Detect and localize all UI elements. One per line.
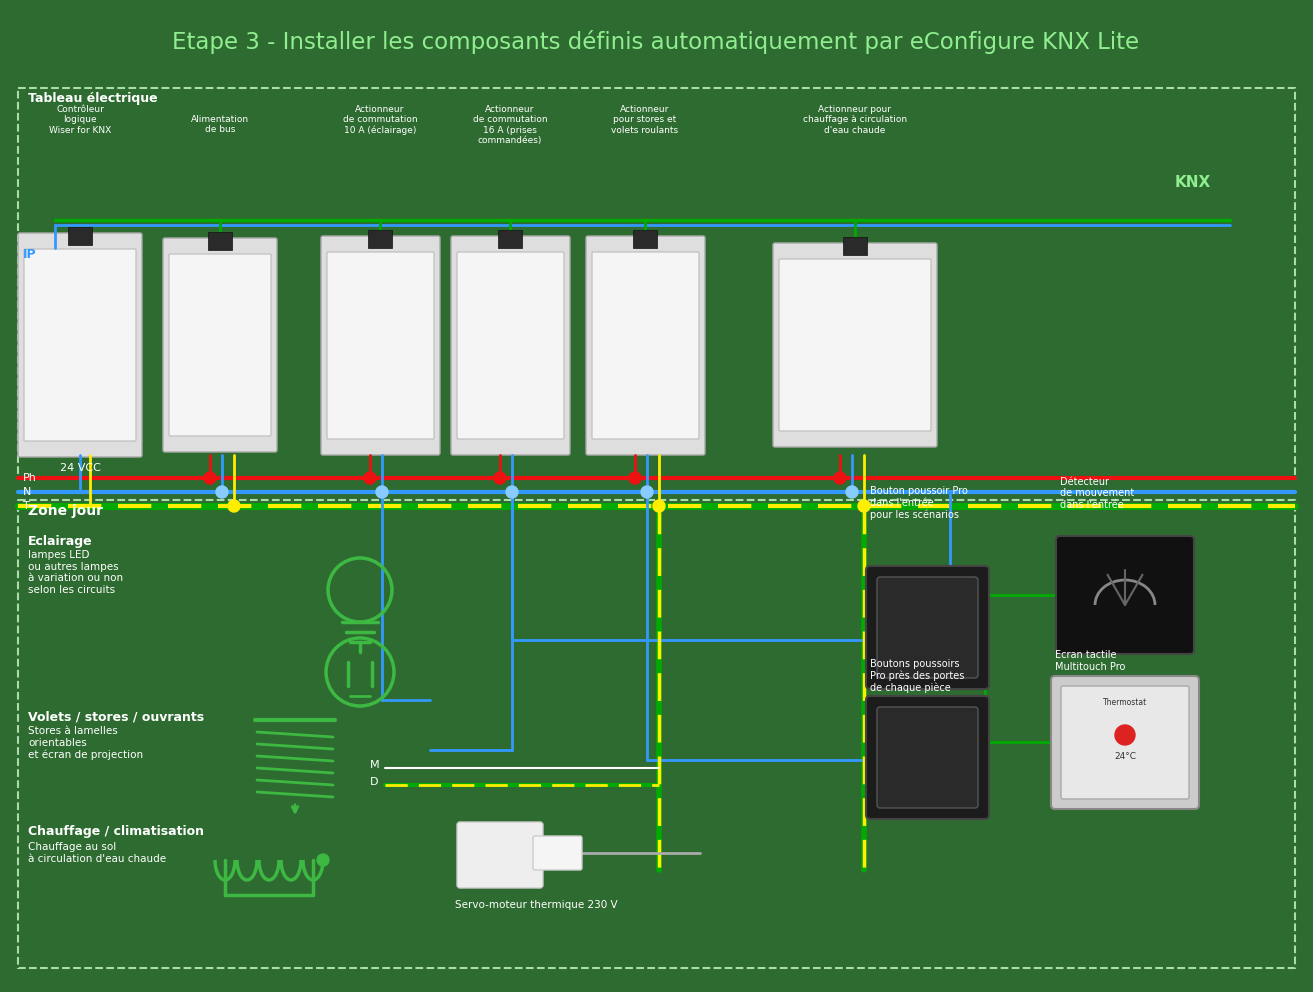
Text: Tableau électrique: Tableau électrique <box>28 92 158 105</box>
Circle shape <box>494 472 506 484</box>
Text: Ph: Ph <box>24 473 37 483</box>
FancyBboxPatch shape <box>320 236 440 455</box>
Text: Contrôleur
logique
Wiser for KNX: Contrôleur logique Wiser for KNX <box>49 105 112 135</box>
FancyBboxPatch shape <box>533 836 582 870</box>
Bar <box>633 230 656 248</box>
Text: IP: IP <box>24 248 37 261</box>
FancyBboxPatch shape <box>450 236 570 455</box>
FancyBboxPatch shape <box>163 238 277 452</box>
Text: Ecran tactile
Multitouch Pro: Ecran tactile Multitouch Pro <box>1056 651 1125 672</box>
Text: Alimentation
de bus: Alimentation de bus <box>190 115 249 134</box>
FancyBboxPatch shape <box>586 236 705 455</box>
FancyBboxPatch shape <box>867 696 989 819</box>
Bar <box>498 230 523 248</box>
Circle shape <box>376 486 389 498</box>
Circle shape <box>641 486 653 498</box>
Bar <box>368 230 393 248</box>
Text: Eclairage: Eclairage <box>28 535 93 548</box>
FancyBboxPatch shape <box>1056 536 1194 654</box>
Text: T: T <box>24 501 30 511</box>
Text: 24°C: 24°C <box>1113 752 1136 761</box>
FancyBboxPatch shape <box>1050 676 1199 809</box>
FancyBboxPatch shape <box>867 566 989 689</box>
Bar <box>68 227 92 245</box>
FancyBboxPatch shape <box>327 252 435 439</box>
Circle shape <box>653 500 664 512</box>
Bar <box>207 232 232 250</box>
Text: lampes LED
ou autres lampes
à variation ou non
selon les circuits: lampes LED ou autres lampes à variation … <box>28 550 123 595</box>
Circle shape <box>228 500 240 512</box>
Text: N: N <box>24 487 32 497</box>
Text: Chauffage / climatisation: Chauffage / climatisation <box>28 825 204 838</box>
Text: KNX: KNX <box>1175 175 1212 190</box>
Text: 24 VCC: 24 VCC <box>59 463 100 473</box>
Circle shape <box>364 472 376 484</box>
FancyBboxPatch shape <box>18 233 142 457</box>
Text: Actionneur
pour stores et
volets roulants: Actionneur pour stores et volets roulant… <box>612 105 679 135</box>
Circle shape <box>204 472 217 484</box>
Circle shape <box>846 486 857 498</box>
Text: Actionneur
de commutation
10 A (éclairage): Actionneur de commutation 10 A (éclairag… <box>343 105 418 135</box>
Circle shape <box>217 486 228 498</box>
Text: Actionneur pour
chauffage à circulation
d'eau chaude: Actionneur pour chauffage à circulation … <box>804 105 907 135</box>
Text: Boutons poussoirs
Pro près des portes
de chaque pièce: Boutons poussoirs Pro près des portes de… <box>871 659 964 693</box>
Circle shape <box>316 854 330 866</box>
FancyBboxPatch shape <box>169 254 270 436</box>
Text: M: M <box>370 760 379 770</box>
Circle shape <box>834 472 846 484</box>
Text: Zone jour: Zone jour <box>28 504 102 518</box>
FancyBboxPatch shape <box>1061 686 1190 799</box>
FancyBboxPatch shape <box>24 249 137 441</box>
Text: Servo-moteur thermique 230 V: Servo-moteur thermique 230 V <box>456 900 617 910</box>
FancyBboxPatch shape <box>877 577 978 678</box>
Circle shape <box>1115 725 1134 745</box>
FancyBboxPatch shape <box>877 707 978 808</box>
FancyBboxPatch shape <box>592 252 699 439</box>
Text: Actionneur
de commutation
16 A (prises
commandées): Actionneur de commutation 16 A (prises c… <box>473 105 548 145</box>
FancyBboxPatch shape <box>779 259 931 431</box>
Text: Volets / stores / ouvrants: Volets / stores / ouvrants <box>28 710 204 723</box>
Circle shape <box>857 500 871 512</box>
Text: Bouton poussoir Pro
dans l'entrée
pour les scénarios: Bouton poussoir Pro dans l'entrée pour l… <box>871 486 968 520</box>
Text: Thermostat: Thermostat <box>1103 698 1148 707</box>
Text: D: D <box>370 777 378 787</box>
Circle shape <box>506 486 519 498</box>
Text: Stores à lamelles
orientables
et écran de projection: Stores à lamelles orientables et écran d… <box>28 726 143 760</box>
Text: Chauffage au sol
à circulation d'eau chaude: Chauffage au sol à circulation d'eau cha… <box>28 842 167 864</box>
Bar <box>843 237 867 255</box>
FancyBboxPatch shape <box>773 243 937 447</box>
Text: Détecteur
de mouvement
dans l'entrée: Détecteur de mouvement dans l'entrée <box>1060 477 1134 510</box>
FancyBboxPatch shape <box>457 252 565 439</box>
FancyBboxPatch shape <box>457 822 544 888</box>
Circle shape <box>629 472 641 484</box>
Text: Etape 3 - Installer les composants définis automatiquement par eConfigure KNX Li: Etape 3 - Installer les composants défin… <box>172 30 1140 54</box>
